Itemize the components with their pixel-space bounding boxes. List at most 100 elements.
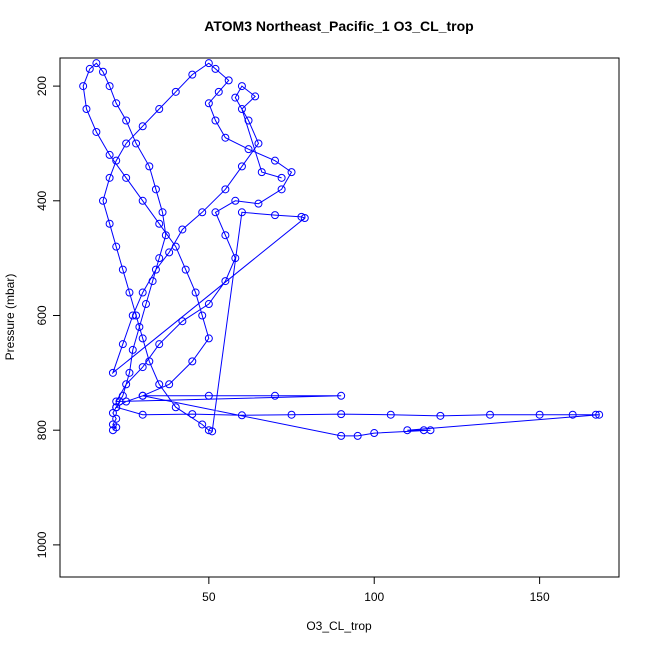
data-point <box>155 340 164 349</box>
data-point <box>337 410 346 419</box>
data-point <box>271 211 279 220</box>
data-point <box>370 429 379 438</box>
data-point <box>277 185 286 194</box>
data-point <box>138 288 147 297</box>
y-tick-label: 400 <box>35 190 49 210</box>
data-point <box>105 173 114 182</box>
data-point <box>178 317 187 326</box>
data-point <box>135 322 144 331</box>
data-point <box>204 334 213 343</box>
data-point <box>188 357 197 366</box>
data-point <box>271 156 279 165</box>
data-point <box>122 139 131 148</box>
data-point <box>244 116 253 125</box>
data-point <box>204 99 213 108</box>
data-point <box>204 300 213 309</box>
data-point <box>161 231 170 240</box>
data-point <box>237 105 246 114</box>
data-point <box>158 208 167 217</box>
data-point <box>125 368 134 377</box>
data-point <box>138 363 147 372</box>
data-point <box>237 82 246 91</box>
data-point <box>142 300 150 309</box>
data-point <box>155 105 164 114</box>
data-point <box>426 426 435 435</box>
data-point <box>208 427 217 436</box>
data-point <box>198 208 207 217</box>
data-point <box>112 242 121 251</box>
data-point <box>112 397 121 406</box>
data-point <box>211 116 220 125</box>
data-point <box>198 420 207 429</box>
data-point <box>171 242 180 251</box>
data-point <box>145 357 154 366</box>
data-point <box>105 82 114 91</box>
data-point <box>148 277 157 286</box>
data-point <box>297 212 306 221</box>
data-point <box>204 426 213 435</box>
data-point <box>122 380 131 389</box>
data-point <box>138 122 147 131</box>
x-tick-label: 150 <box>530 590 550 604</box>
data-point <box>214 87 223 96</box>
data-point <box>79 82 88 91</box>
data-point <box>221 277 230 286</box>
data-point <box>155 380 164 389</box>
data-point <box>151 265 160 274</box>
data-point <box>237 162 246 171</box>
data-point <box>99 67 107 76</box>
data-point <box>145 162 154 171</box>
data-point <box>125 288 134 297</box>
x-tick-label: 50 <box>202 590 216 604</box>
data-point <box>99 196 107 205</box>
data-point <box>112 156 121 165</box>
data-point <box>151 185 160 194</box>
data-point <box>231 93 240 102</box>
data-point <box>191 288 200 297</box>
data-point <box>165 380 174 389</box>
data-point <box>251 92 260 101</box>
data-point <box>204 391 213 400</box>
data-point <box>188 410 197 419</box>
data-point <box>204 59 213 68</box>
data-point <box>287 168 296 177</box>
data-point <box>138 391 147 400</box>
data-point <box>155 254 164 263</box>
data-point <box>231 196 240 205</box>
data-point <box>171 87 180 96</box>
data-point <box>178 225 187 234</box>
y-tick-label: 600 <box>35 305 49 325</box>
data-point <box>436 411 445 420</box>
data-point <box>254 199 263 208</box>
data-point <box>112 403 121 412</box>
data-point <box>386 410 395 419</box>
data-point <box>82 105 91 114</box>
chart-title: ATOM3 Northeast_Pacific_1 O3_CL_trop <box>204 18 473 34</box>
data-point <box>221 231 230 240</box>
data-point <box>353 431 362 440</box>
data-point <box>257 168 266 177</box>
data-point <box>132 139 141 148</box>
data-point <box>568 410 577 419</box>
data-point <box>221 185 230 194</box>
data-point <box>112 99 121 108</box>
data-point <box>337 391 346 400</box>
data-point <box>254 139 263 148</box>
data-point <box>300 214 309 223</box>
data-point <box>122 397 131 406</box>
data-point <box>122 116 131 125</box>
data-point <box>237 411 246 420</box>
data-point <box>138 334 147 343</box>
data-point <box>271 391 279 400</box>
data-point <box>277 173 286 182</box>
data-point <box>211 64 220 73</box>
x-axis-label: O3_CL_trop <box>306 619 372 633</box>
y-tick-label: 1000 <box>35 531 49 558</box>
data-point <box>138 196 147 205</box>
data-point <box>105 219 114 228</box>
data-point <box>132 311 141 320</box>
data-point <box>165 248 174 257</box>
y-axis-label: Pressure (mbar) <box>3 274 17 361</box>
data-point <box>486 410 494 419</box>
